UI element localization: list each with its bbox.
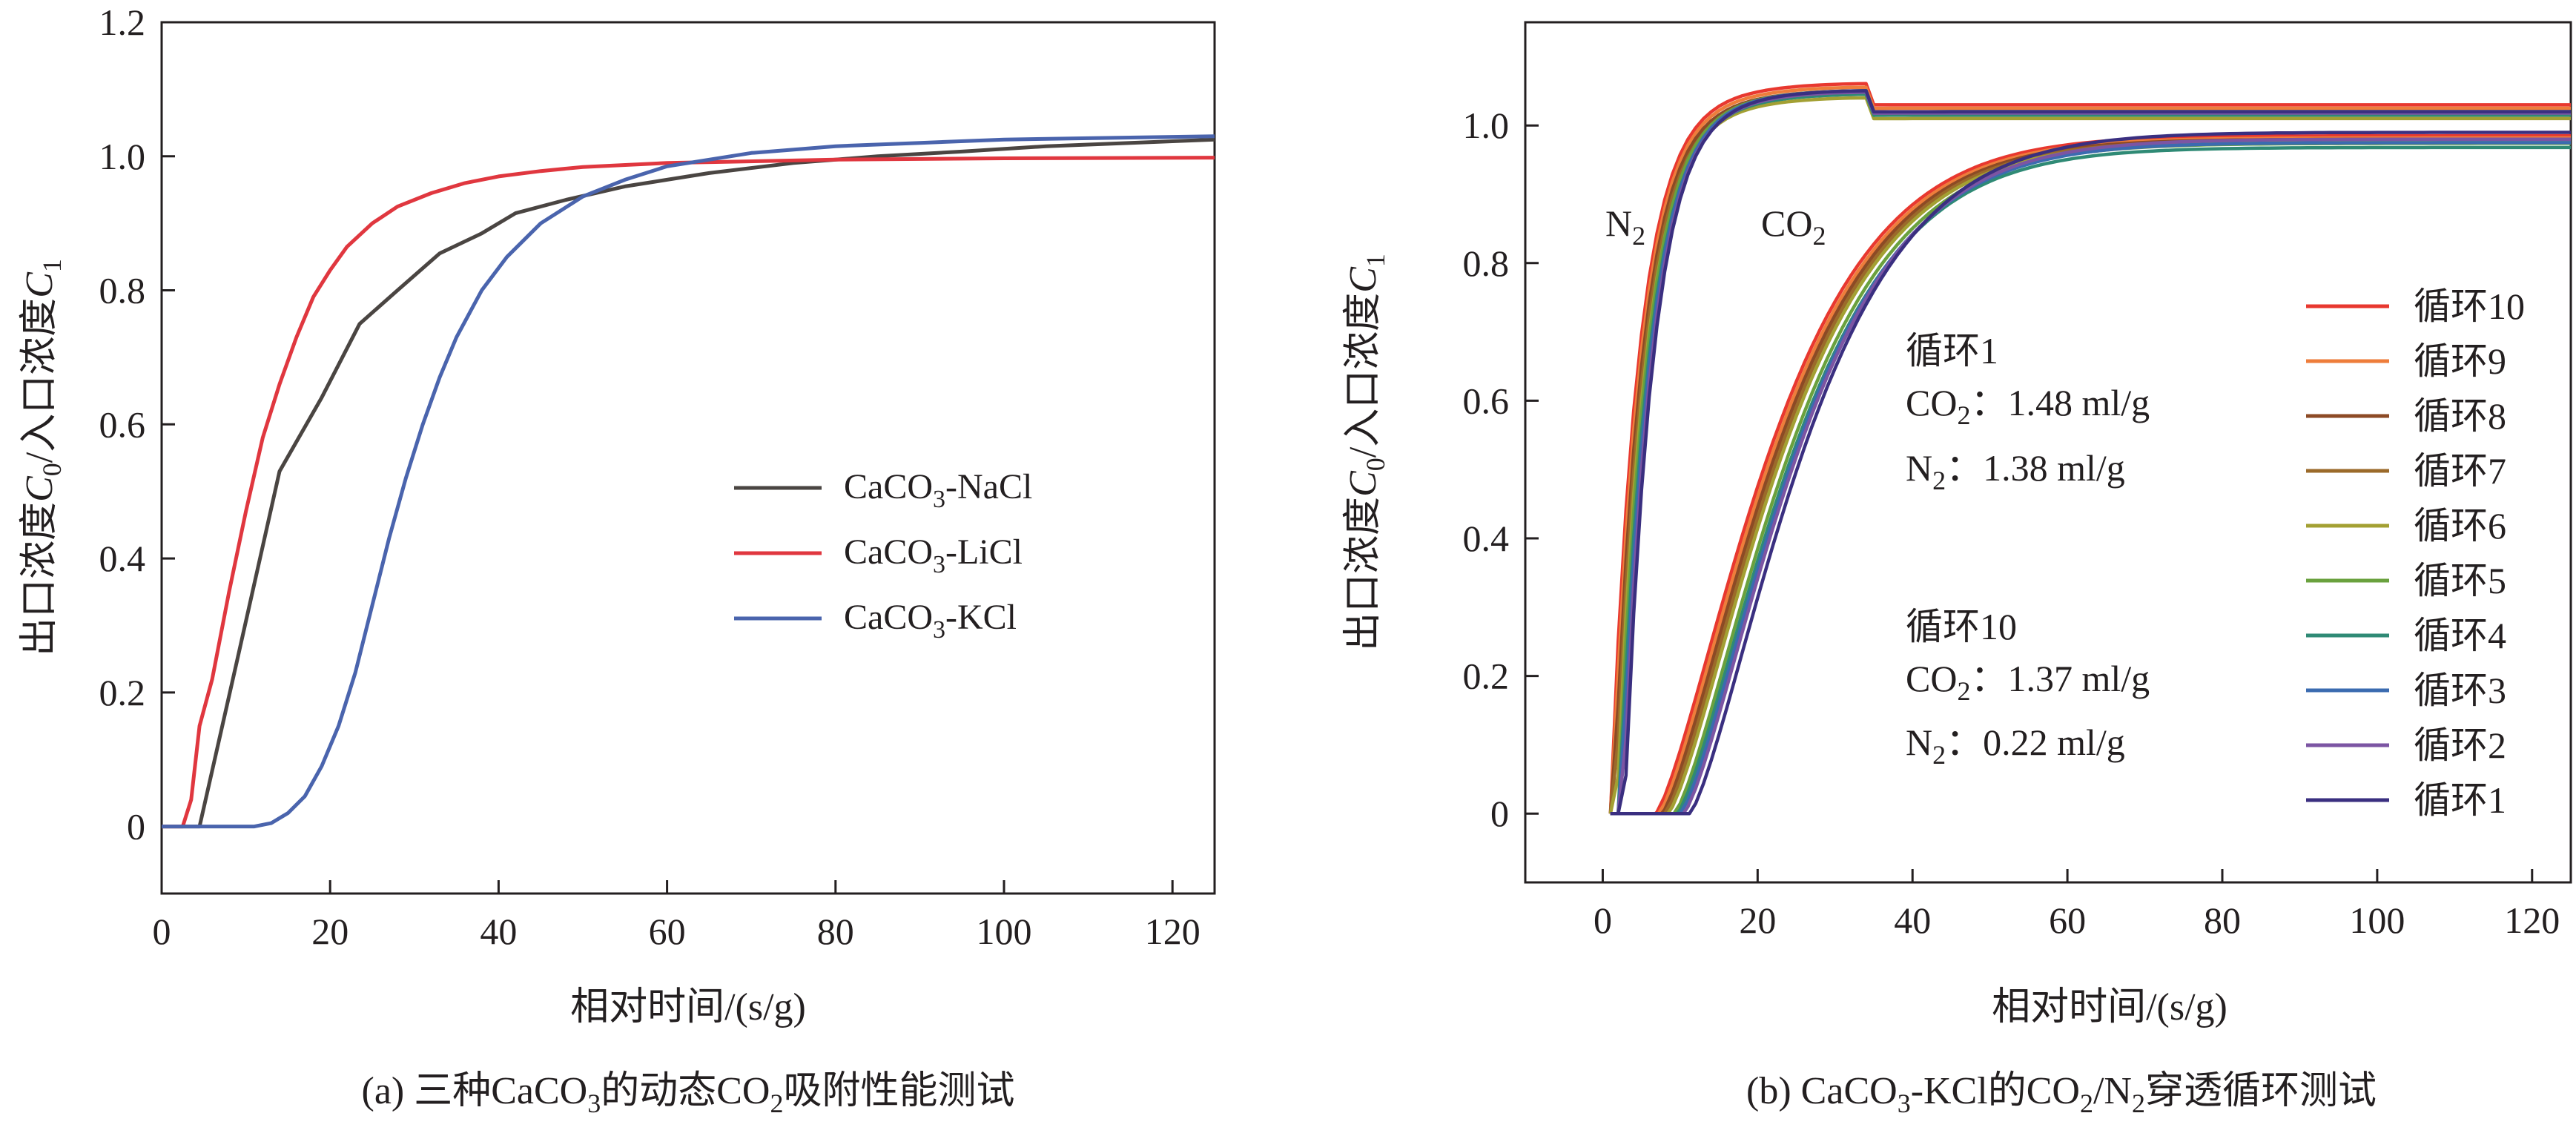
panel-b-y-tick-label: 0.6 [1463, 380, 1510, 421]
panel-b-x-tick-label: 0 [1594, 899, 1612, 941]
cycle10-n2-capacity: N2：0.22 ml/g [1906, 721, 2125, 770]
panel-a-x-tick-label: 40 [480, 911, 517, 952]
n2-curve-10 [1608, 82, 2571, 814]
x-axis-label-a: 相对时间/(s/g) [570, 986, 806, 1028]
n2-curve-9 [1608, 85, 2571, 814]
panel-a-x-tick-label: 80 [817, 911, 854, 952]
legend-label-cycle-3: 循环3 [2414, 670, 2506, 711]
series-layer-a [162, 134, 1215, 829]
cycle1-n2-capacity: N2：1.38 ml/g [1906, 447, 2125, 495]
y-axis-label-a: 出口浓度C0/入口浓度C1 [19, 259, 67, 656]
cycle1-title: 循环1 [1906, 330, 1998, 371]
panel-a-y-tick-label: 0 [127, 806, 145, 848]
legend-label-cycle-9: 循环9 [2414, 340, 2506, 382]
panel-a-y-tick-label: 0.8 [99, 270, 146, 311]
panel-a-x-tick-label: 0 [153, 911, 171, 952]
legend-label-licl: CaCO3-LiCl [844, 532, 1023, 578]
panel-b-x-tick-label: 80 [2204, 899, 2241, 941]
cycle1-co2-capacity: CO2：1.48 ml/g [1906, 382, 2150, 430]
series-layer-b [1608, 82, 2571, 816]
panel-b-x-tick-label: 60 [2049, 899, 2086, 941]
series-line-kcl [162, 134, 1215, 829]
axis-ticks-a: 0 20 40 60 80 100 120 0 0.2 0.4 0.6 0.8 1.0 1.2 [99, 1, 1201, 952]
panel-b-x-tick-label: 20 [1739, 899, 1776, 941]
panel-b-y-tick-label: 0.8 [1463, 242, 1510, 284]
panel-a-y-tick-label: 1.2 [99, 1, 146, 43]
capacity-annotations: 循环1 CO2：1.48 ml/g N2：1.38 ml/g 循环10 CO2：… [1906, 330, 2150, 770]
panel-b-x-tick-label: 120 [2504, 899, 2560, 941]
series-line-licl [162, 156, 1215, 829]
cycle10-co2-capacity: CO2：1.37 ml/g [1906, 658, 2150, 706]
panel-a-x-tick-label: 20 [311, 911, 349, 952]
legend-label-nacl: CaCO3-NaCl [844, 467, 1032, 513]
panel-a-y-tick-label: 0.2 [99, 672, 146, 713]
legend-label-cycle-6: 循环6 [2414, 505, 2506, 546]
legend-label-cycle-8: 循环8 [2414, 395, 2506, 437]
legend-label-cycle-1: 循环1 [2414, 779, 2506, 821]
series-line-nacl [162, 137, 1215, 829]
legend-label-cycle-5: 循环5 [2414, 560, 2506, 601]
legend-label-kcl: CaCO3-KCl [844, 598, 1017, 644]
caption-a: (a) 三种CaCO3的动态CO2吸附性能测试 [362, 1070, 1015, 1118]
panel-a-x-tick-label: 100 [977, 911, 1032, 952]
annotation-co2: CO2 [1761, 202, 1826, 251]
n2-curve-6 [1608, 96, 2571, 814]
co2-curve-1 [1610, 131, 2571, 816]
annotation-n2: N2 [1605, 202, 1645, 251]
panel-b: 0 20 40 60 80 100 120 0 0.2 0.4 0.6 0.8 1.0 N2 CO2 循… [1342, 21, 2572, 1118]
legend-label-cycle-7: 循环7 [2414, 450, 2506, 492]
co2-curve-4 [1610, 145, 2571, 816]
plot-frame-a [160, 21, 1216, 895]
legend-b: 循环10 循环9 循环8 循环7 循环6 循环5 循环4 循环3 循环2 循环1 [2306, 285, 2525, 821]
panel-a-y-tick-label: 0.6 [99, 403, 146, 445]
panel-a-y-tick-label: 0.4 [99, 538, 146, 579]
panel-b-y-tick-label: 0.4 [1463, 518, 1510, 559]
legend-label-cycle-2: 循环2 [2414, 724, 2506, 766]
y-axis-label-b: 出口浓度C0/入口浓度C1 [1342, 254, 1390, 651]
panel-a-x-tick-label: 120 [1145, 911, 1201, 952]
plot-frame-b [1524, 21, 2572, 884]
panel-b-x-tick-label: 40 [1894, 899, 1931, 941]
panel-b-x-tick-label: 100 [2349, 899, 2405, 941]
panel-b-y-tick-label: 0.2 [1463, 655, 1510, 697]
legend-label-cycle-10: 循环10 [2414, 285, 2525, 327]
axis-ticks-b: 0 20 40 60 80 100 120 0 0.2 0.4 0.6 0.8 1.0 [1463, 105, 2560, 941]
legend-a: CaCO3-NaCl CaCO3-LiCl CaCO3-KCl [734, 467, 1032, 644]
co2-curve-3 [1610, 141, 2571, 816]
co2-curve-2 [1610, 137, 2571, 816]
legend-label-cycle-4: 循环4 [2414, 615, 2506, 656]
caption-b: (b) CaCO3-KCl的CO2/N2穿透循环测试 [1746, 1070, 2377, 1118]
panel-b-y-tick-label: 1.0 [1463, 105, 1510, 146]
panel-a: 0 20 40 60 80 100 120 0 0.2 0.4 0.6 0.8 1.0 1.2 CaCO3… [19, 1, 1216, 1118]
panel-a-x-tick-label: 60 [649, 911, 686, 952]
panel-b-y-tick-label: 0 [1490, 793, 1509, 834]
panel-a-y-tick-label: 1.0 [99, 136, 146, 177]
x-axis-label-b: 相对时间/(s/g) [1992, 986, 2227, 1028]
n2-curve-1 [1610, 89, 2571, 816]
cycle10-title: 循环10 [1906, 606, 2017, 647]
